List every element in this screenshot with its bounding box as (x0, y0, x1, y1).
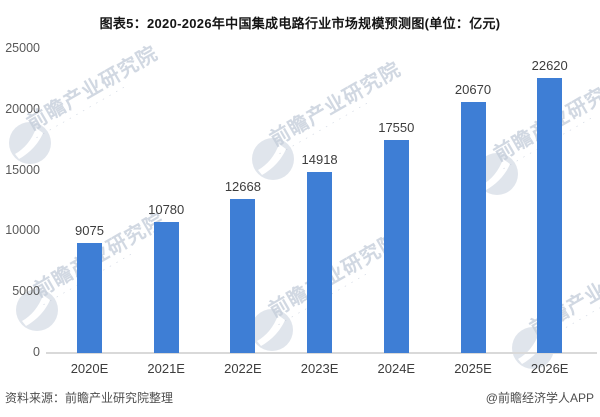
x-axis-label: 2020E (70, 361, 109, 376)
bar (537, 78, 563, 353)
x-axis-label: 2022E (224, 361, 262, 376)
y-axis-tick-label: 5000 (12, 284, 40, 299)
bar-value-label: 20670 (454, 82, 492, 97)
y-axis-tick-label: 10000 (5, 223, 40, 238)
bar-value-label: 22620 (531, 58, 568, 73)
bar-chart-plot-area: 9075 10780 12668 14918 17550 20670 22620 (46, 49, 597, 354)
bar (153, 222, 179, 353)
x-axis-label: 2025E (454, 361, 492, 376)
y-axis-tick-label: 15000 (5, 162, 40, 177)
x-axis-label: 2026E (530, 361, 569, 376)
bar-value-label: 14918 (301, 152, 338, 167)
bar (230, 199, 256, 353)
bar-value-label: 10780 (148, 202, 185, 217)
bar-value-label: 12668 (224, 179, 261, 194)
bar (307, 172, 333, 353)
bar (77, 243, 102, 353)
x-axis-label: 2023E (300, 361, 339, 376)
bar-value-label: 17550 (378, 120, 415, 135)
y-axis: 0 5000 10000 15000 20000 25000 (0, 0, 40, 417)
x-axis-label: 2024E (377, 361, 416, 376)
bar (383, 140, 409, 353)
y-axis-tick-label: 25000 (5, 41, 40, 55)
brand-note: @前瞻经济学人APP (485, 391, 594, 405)
y-axis-tick-label: 20000 (5, 101, 40, 116)
bar-value-label: 9075 (75, 223, 104, 238)
chart-title: 图表5：2020-2026年中国集成电路行业市场规模预测图(单位：亿元) (99, 16, 501, 31)
x-axis: 2020E 2021E 2022E 2023E 2024E 2025E 2026E (46, 361, 597, 377)
source-note: 资料来源：前瞻产业研究院整理 (5, 391, 174, 405)
y-axis-tick-label: 0 (33, 345, 40, 359)
x-axis-label: 2021E (147, 361, 185, 376)
x-axis-line (46, 352, 597, 354)
bar (460, 102, 486, 353)
